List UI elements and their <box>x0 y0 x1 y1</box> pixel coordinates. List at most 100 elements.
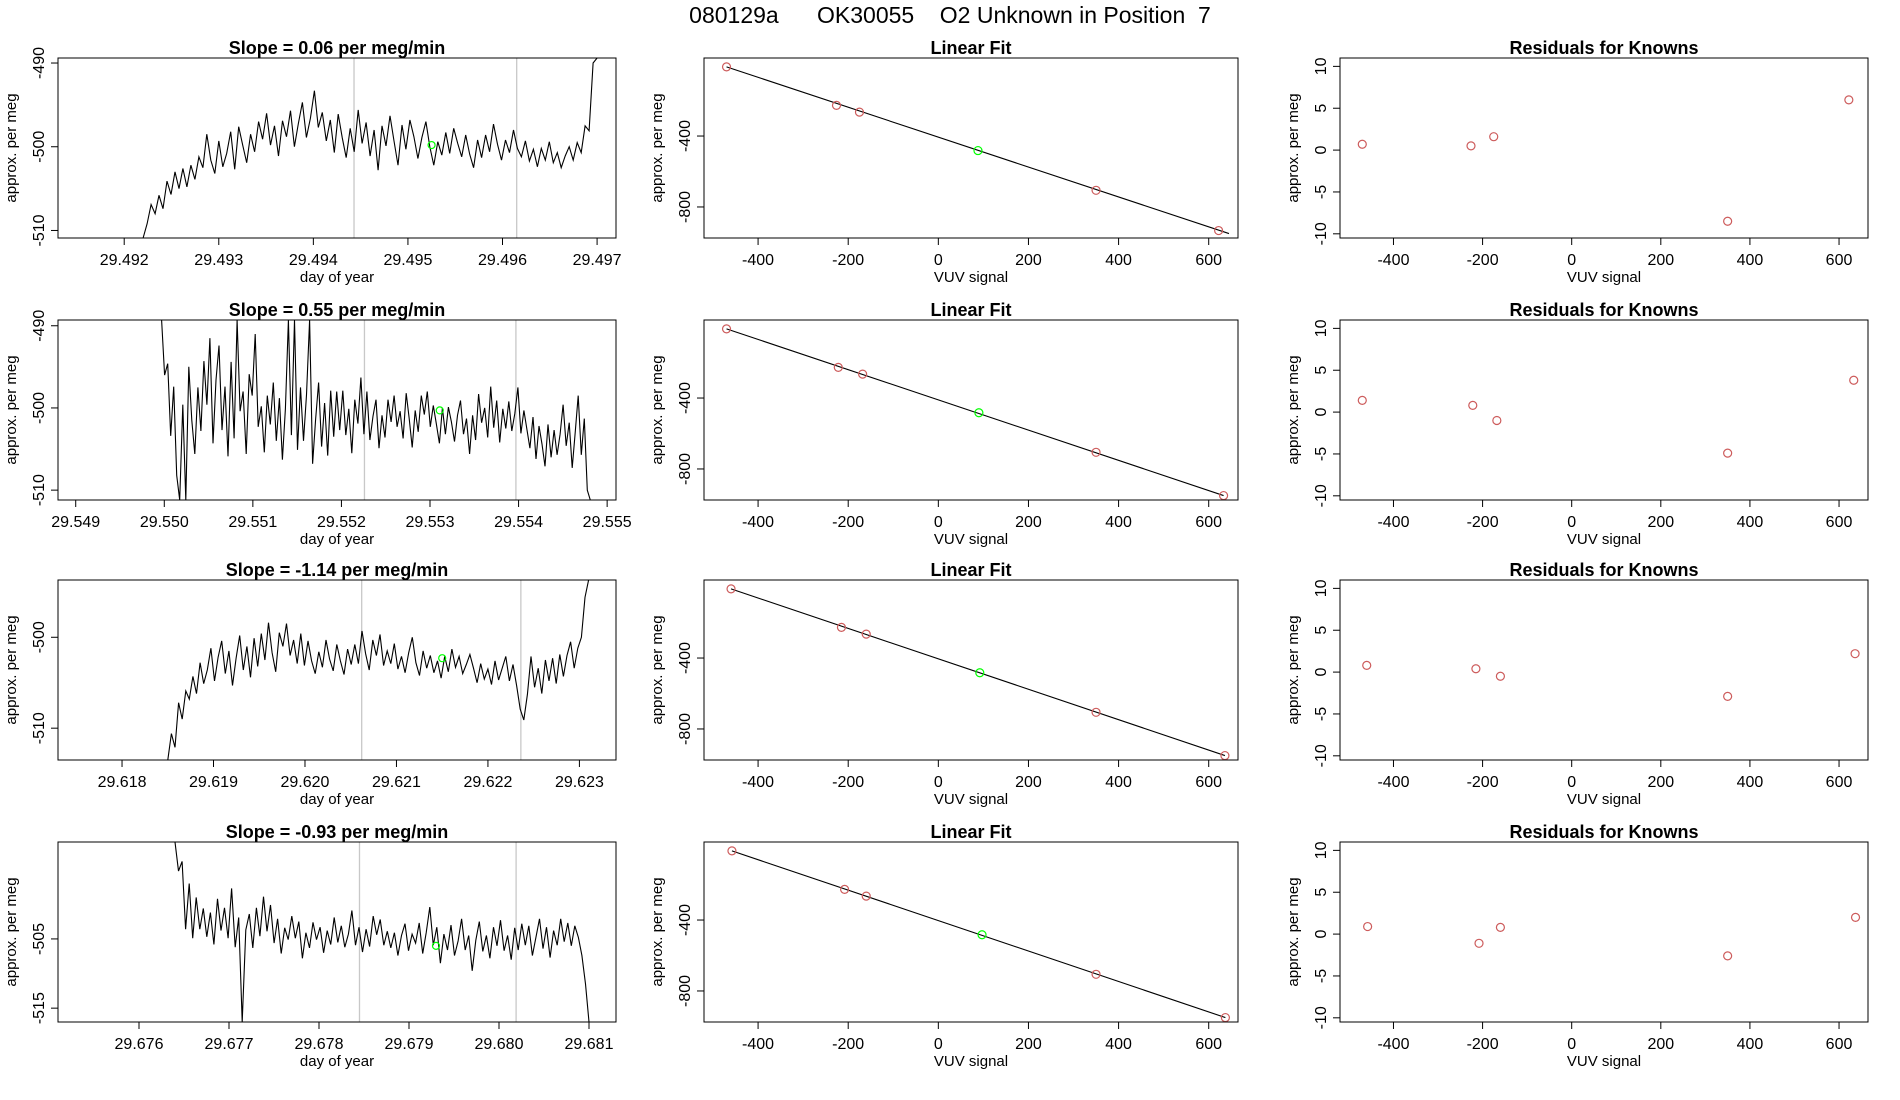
x-axis-label: VUV signal <box>934 269 1008 286</box>
signal-trace-line <box>142 58 598 238</box>
known-point <box>1091 707 1101 717</box>
chart-title: Residuals for Knowns <box>1509 38 1698 58</box>
linear-fit-chart-row-3: Linear Fit -400 -200 0 200 400 600 -400 -800 VUV … <box>649 560 1239 808</box>
x-tick-label: 0 <box>1567 1036 1576 1053</box>
y-tick-label: 10 <box>1313 841 1330 859</box>
plot-area <box>721 324 1229 500</box>
unknown-point <box>977 930 987 940</box>
x-axis-label: VUV signal <box>934 531 1008 548</box>
y-tick-label: -500 <box>31 131 48 163</box>
y-tick-label: -510 <box>31 712 48 744</box>
y-tick-label: -400 <box>677 642 694 674</box>
plot-frame <box>703 319 1239 501</box>
x-tick-label: 29.622 <box>463 774 512 791</box>
residual-point <box>1357 139 1367 149</box>
x-axis-label: VUV signal <box>934 791 1008 808</box>
x-tick-label: -200 <box>832 774 864 791</box>
chart-title: Residuals for Knowns <box>1509 560 1698 580</box>
x-tick-label: 29.676 <box>115 1036 164 1053</box>
residuals-chart-row-1: Residuals for Knowns -400 -200 0 200 400 600 -1… <box>1285 38 1869 286</box>
y-tick-label: -5 <box>1313 969 1330 983</box>
y-tick-label: 5 <box>1313 366 1330 375</box>
chart-title: Slope = -1.14 per meg/min <box>226 560 449 580</box>
x-tick-label: 200 <box>1647 252 1674 269</box>
chart-title: Linear Fit <box>930 300 1011 320</box>
signal-trace-line <box>167 580 590 760</box>
x-tick-label: -200 <box>1467 1036 1499 1053</box>
residual-point <box>1849 375 1859 385</box>
x-tick-label: -200 <box>832 252 864 269</box>
page-title: 080129a OK30055 O2 Unknown in Position 7 <box>689 2 1211 28</box>
x-axis-label: VUV signal <box>1567 269 1641 286</box>
y-tick-label: 0 <box>1313 930 1330 939</box>
y-axis-label: approx. per meg <box>3 877 20 986</box>
residuals-chart-row-3: Residuals for Knowns -400 -200 0 200 400 600 -1… <box>1285 560 1869 808</box>
plot-area <box>142 58 598 238</box>
x-tick-label: 29.618 <box>98 774 147 791</box>
plot-frame <box>703 841 1239 1023</box>
x-tick-label: 29.552 <box>317 514 366 531</box>
x-tick-label: 400 <box>1737 514 1764 531</box>
x-axis-label: day of year <box>300 1053 374 1070</box>
x-tick-label: -400 <box>1377 514 1409 531</box>
chart-title: Residuals for Knowns <box>1509 300 1698 320</box>
residual-point <box>1850 649 1860 659</box>
y-axis-label: approx. per meg <box>649 355 666 464</box>
x-tick-label: 600 <box>1195 252 1222 269</box>
y-tick-label: 0 <box>1313 146 1330 155</box>
x-tick-label: -400 <box>1377 1036 1409 1053</box>
plot-area <box>1357 375 1859 458</box>
known-point <box>1091 969 1101 979</box>
x-tick-label: -200 <box>1467 514 1499 531</box>
x-tick-label: 0 <box>934 1036 943 1053</box>
known-point <box>861 629 871 639</box>
x-axis-label: VUV signal <box>1567 531 1641 548</box>
fit-line <box>726 66 1230 235</box>
x-tick-label: 600 <box>1826 252 1853 269</box>
x-tick-label: 0 <box>934 774 943 791</box>
residual-point <box>1723 216 1733 226</box>
x-tick-label: 600 <box>1826 774 1853 791</box>
chart-title: Slope = -0.93 per meg/min <box>226 822 449 842</box>
y-tick-label: -5 <box>1313 185 1330 199</box>
x-tick-label: 200 <box>1015 1036 1042 1053</box>
residual-point <box>1357 395 1367 405</box>
x-tick-label: 29.623 <box>555 774 604 791</box>
y-tick-label: 5 <box>1313 104 1330 113</box>
y-tick-label: -10 <box>1313 222 1330 245</box>
x-tick-label: 29.550 <box>140 514 189 531</box>
chart-title: Residuals for Knowns <box>1509 822 1698 842</box>
known-point <box>1091 185 1101 195</box>
y-tick-label: -400 <box>677 120 694 152</box>
y-tick-label: -800 <box>677 713 694 745</box>
x-tick-label: 29.497 <box>573 252 622 269</box>
x-tick-label: 29.554 <box>494 514 543 531</box>
x-tick-label: 200 <box>1015 774 1042 791</box>
chart-title: Linear Fit <box>930 822 1011 842</box>
time-trace-chart-row-2: Slope = 0.55 per meg/min 29.549 29.550 29.5… <box>3 300 632 548</box>
known-point <box>1091 447 1101 457</box>
x-tick-label: 400 <box>1737 774 1764 791</box>
x-tick-label: 29.492 <box>100 252 149 269</box>
residuals-chart-row-2: Residuals for Knowns -400 -200 0 200 400 600 -1… <box>1285 300 1869 548</box>
unknown-point <box>438 654 447 663</box>
x-tick-label: -200 <box>832 1036 864 1053</box>
known-point <box>836 622 847 632</box>
known-point <box>833 362 843 372</box>
x-tick-label: 29.494 <box>289 252 338 269</box>
time-trace-chart-row-4: Slope = -0.93 per meg/min 29.676 29.677 29.… <box>3 822 617 1070</box>
linear-fit-chart-row-2: Linear Fit -400 -200 0 200 400 600 -400 -800 VUV … <box>649 300 1239 548</box>
y-tick-label: -10 <box>1313 1006 1330 1029</box>
known-point <box>721 62 732 72</box>
x-tick-label: 200 <box>1647 514 1674 531</box>
x-tick-label: 0 <box>1567 252 1576 269</box>
x-tick-label: 200 <box>1647 1036 1674 1053</box>
plot-area <box>721 62 1230 236</box>
y-tick-label: -510 <box>31 474 48 506</box>
unknown-point <box>431 941 441 950</box>
x-tick-label: 29.553 <box>406 514 455 531</box>
x-tick-label: 0 <box>1567 514 1576 531</box>
residual-point <box>1492 415 1502 426</box>
x-tick-label: -400 <box>742 514 774 531</box>
x-tick-label: 600 <box>1826 514 1853 531</box>
